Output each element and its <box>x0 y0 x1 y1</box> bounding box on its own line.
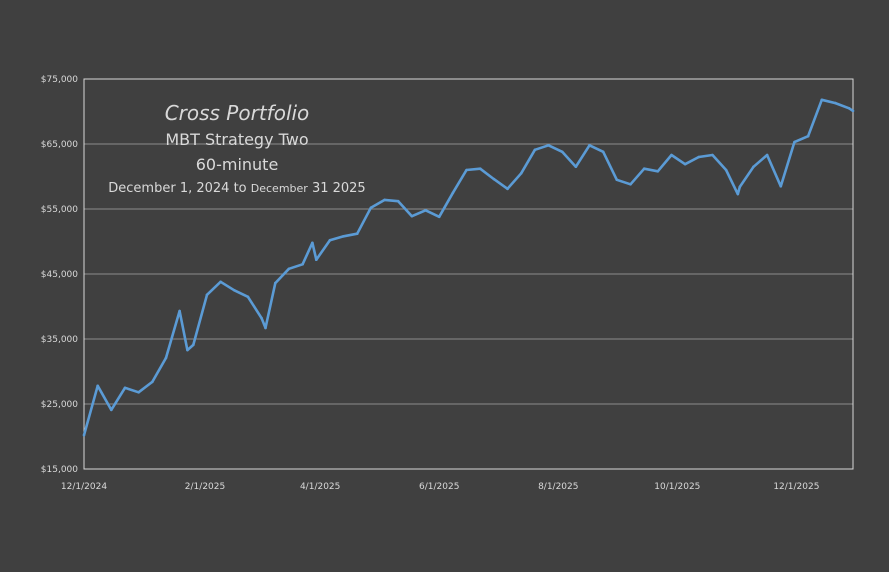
data-point <box>533 148 537 152</box>
data-point <box>164 356 168 360</box>
data-point <box>738 185 742 189</box>
data-point <box>273 281 277 285</box>
chart-subtitle-2: 60-minute <box>196 155 279 174</box>
date-range-end: 31 2025 <box>308 181 366 196</box>
y-axis: $15,000 $25,000 $35,000 $45,000 $55,000 $65,0… <box>41 75 78 475</box>
y-tick-label: $25,000 <box>41 400 78 410</box>
data-point <box>123 386 127 390</box>
data-points <box>82 98 855 437</box>
data-point <box>478 167 482 170</box>
x-tick-label: 8/1/2025 <box>538 482 578 492</box>
data-point <box>492 177 496 181</box>
series-line <box>82 98 854 436</box>
data-point <box>342 235 345 238</box>
data-point <box>779 184 783 188</box>
data-point <box>519 171 523 175</box>
data-point <box>311 241 314 245</box>
data-point <box>683 162 687 166</box>
chart-date-range: December 1, 2024 to December 31 2025 <box>108 181 365 196</box>
data-point <box>736 192 740 196</box>
x-tick-label: 2/1/2025 <box>185 482 225 492</box>
data-point <box>697 155 701 159</box>
data-point <box>191 343 195 347</box>
data-point <box>205 293 209 297</box>
data-point <box>574 165 578 169</box>
data-point <box>806 134 810 138</box>
data-point <box>110 408 113 412</box>
y-tick-label: $35,000 <box>41 335 78 345</box>
y-tick-label: $75,000 <box>41 75 78 85</box>
gridlines <box>84 143 853 405</box>
data-point <box>437 215 441 219</box>
data-point <box>369 206 373 209</box>
data-point <box>834 101 837 105</box>
data-point <box>314 258 318 262</box>
y-tick-label: $45,000 <box>41 270 78 280</box>
data-point <box>287 267 291 271</box>
data-point <box>137 391 140 394</box>
data-point <box>383 198 386 202</box>
y-tick-label: $15,000 <box>41 465 78 475</box>
data-point <box>451 191 455 195</box>
data-point <box>615 178 619 182</box>
data-point <box>410 214 414 218</box>
data-point <box>670 153 673 157</box>
data-point <box>301 262 304 266</box>
data-point <box>424 209 427 212</box>
data-point <box>355 232 359 235</box>
x-tick-label: 6/1/2025 <box>419 482 459 492</box>
data-point <box>82 433 86 437</box>
data-point <box>588 144 591 147</box>
plot-area-border <box>83 78 854 470</box>
data-point <box>847 106 851 110</box>
data-point <box>264 326 267 330</box>
x-tick-label: 10/1/2025 <box>654 482 700 492</box>
data-point <box>752 165 755 169</box>
x-axis: 12/1/2024 2/1/2025 4/1/2025 6/1/2025 8/1/202… <box>61 482 820 492</box>
y-tick-label: $65,000 <box>41 140 78 150</box>
data-point <box>793 140 796 144</box>
data-point <box>178 309 181 313</box>
chart-title: Cross Portfolio <box>165 101 310 125</box>
data-point <box>186 348 189 352</box>
data-point <box>260 316 263 320</box>
data-point <box>851 109 855 113</box>
data-point <box>219 280 222 284</box>
data-point <box>629 183 632 186</box>
data-point <box>96 384 99 388</box>
data-point <box>711 153 714 157</box>
data-point <box>547 144 550 147</box>
data-point <box>151 380 154 384</box>
data-point <box>656 170 660 173</box>
data-point <box>560 150 564 154</box>
data-point <box>246 295 250 299</box>
y-tick-label: $55,000 <box>41 205 78 215</box>
data-point <box>465 168 468 172</box>
x-tick-label: 12/1/2025 <box>773 482 819 492</box>
data-point <box>601 150 605 154</box>
chart-subtitle-1: MBT Strategy Two <box>165 130 308 149</box>
date-range-month: December <box>251 182 309 195</box>
data-point <box>396 199 400 203</box>
date-range-start: December 1, 2024 to <box>108 181 250 196</box>
data-point <box>506 187 509 191</box>
x-tick-label: 4/1/2025 <box>300 482 340 492</box>
data-point <box>820 98 824 102</box>
data-point <box>232 288 236 292</box>
data-point <box>328 238 332 242</box>
data-point <box>642 167 646 170</box>
x-tick-label: 12/1/2024 <box>61 482 107 492</box>
data-point <box>724 168 728 172</box>
data-point <box>765 153 769 157</box>
